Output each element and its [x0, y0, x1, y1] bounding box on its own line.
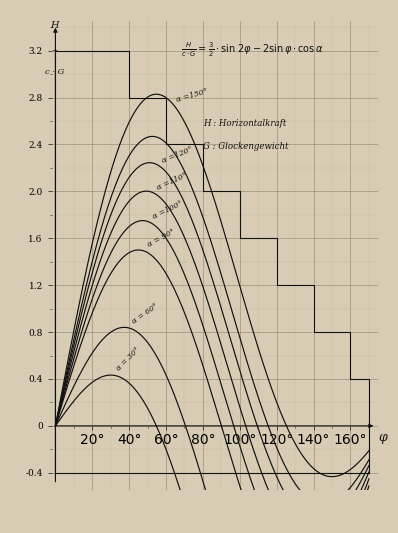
Text: α = 30°: α = 30°	[115, 346, 142, 373]
Text: α = 90°: α = 90°	[146, 228, 176, 249]
Text: c · G: c · G	[45, 68, 64, 76]
Text: H: H	[50, 21, 59, 29]
Text: α =100°: α =100°	[152, 199, 184, 221]
Text: α = 60°: α = 60°	[131, 302, 160, 326]
Text: H : Horizontalkraft: H : Horizontalkraft	[203, 119, 286, 127]
Text: $\frac{H}{c \cdot G} = \frac{3}{2} \cdot \sin\,2\varphi - 2\sin\varphi \cdot \co: $\frac{H}{c \cdot G} = \frac{3}{2} \cdot…	[181, 41, 324, 60]
Text: G : Glockengewicht: G : Glockengewicht	[203, 142, 289, 151]
Text: ─: ─	[53, 47, 57, 54]
Text: α =120°: α =120°	[161, 146, 194, 165]
Text: α =150°: α =150°	[175, 87, 208, 103]
Polygon shape	[55, 51, 369, 473]
Text: α =110°: α =110°	[156, 171, 188, 191]
Text: φ: φ	[378, 431, 387, 443]
